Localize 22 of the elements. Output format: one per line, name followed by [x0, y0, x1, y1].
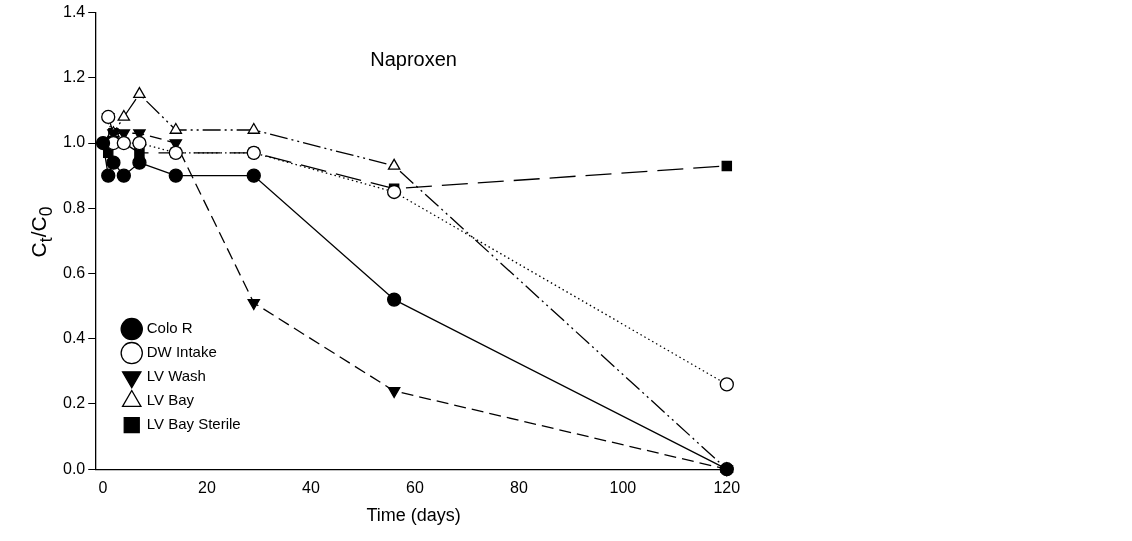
x-tick-label: 40 — [302, 479, 320, 497]
x-tick-label: 120 — [713, 479, 741, 497]
y-tick-label: 1.2 — [62, 68, 86, 86]
x-tick-label: 0 — [98, 479, 108, 497]
legend-label: Colo R — [146, 319, 193, 337]
x-tick-label: 100 — [609, 479, 637, 497]
x-tick-label: 60 — [406, 479, 424, 497]
y-tick-label: 1.0 — [62, 133, 86, 151]
x-tick-label: 20 — [198, 479, 216, 497]
legend-label: LV Bay — [146, 391, 195, 409]
y-tick-label: 1.4 — [62, 3, 86, 21]
y-tick-label: 0.6 — [62, 263, 86, 281]
y-tick-label: 0.8 — [62, 198, 86, 216]
text: Naproxen — [370, 48, 457, 71]
legend-label: LV Wash — [146, 367, 206, 385]
y-tick-label: 0.0 — [62, 459, 86, 477]
legend-label: LV Bay Sterile — [146, 415, 241, 433]
x-axis-title: Time (days) — [366, 505, 461, 526]
y-tick-label: 0.4 — [62, 329, 86, 347]
x-tick-label: 80 — [509, 479, 528, 497]
y-tick-label: 0.2 — [62, 394, 86, 412]
legend-label: DW Intake — [146, 343, 217, 361]
